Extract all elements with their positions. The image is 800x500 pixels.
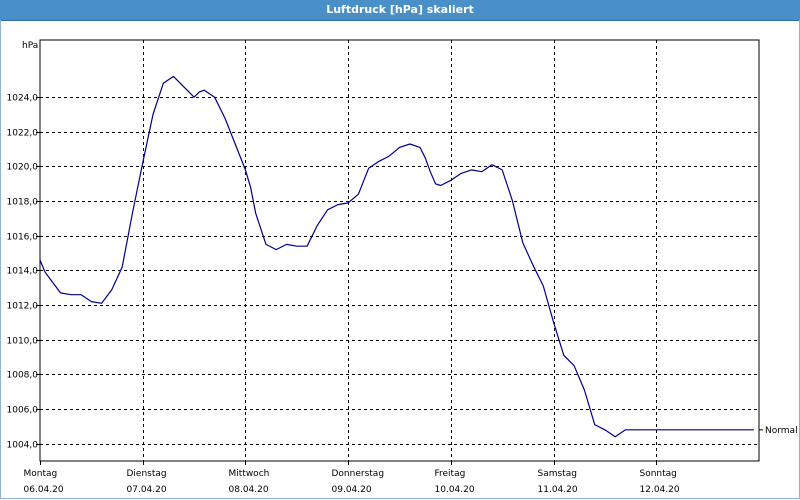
x-tick-day: Samstag <box>538 469 577 479</box>
x-tick-day: Montag <box>24 469 58 479</box>
y-tick-label: 1018,0 <box>7 198 39 208</box>
chart-title: Luftdruck [hPa] skaliert <box>0 0 800 21</box>
y-tick-label: 1016,0 <box>7 233 39 243</box>
x-tick-day: Donnerstag <box>332 469 385 479</box>
x-tick-date: 09.04.20 <box>332 485 372 495</box>
y-tick-label: 1020,0 <box>7 163 39 173</box>
x-tick-date: 07.04.20 <box>127 485 167 495</box>
y-tick-label: 1022,0 <box>7 129 39 139</box>
x-tick-day: Sonntag <box>640 469 677 479</box>
x-tick-date: 10.04.20 <box>435 485 475 495</box>
y-tick-label: 1012,0 <box>7 302 39 312</box>
y-tick-label: 1024,0 <box>7 94 39 104</box>
y-tick-label: 1010,0 <box>7 337 39 347</box>
grid <box>36 40 759 465</box>
x-tick-date: 12.04.20 <box>640 485 680 495</box>
series-line-normal <box>39 75 754 438</box>
x-tick-date: 08.04.20 <box>229 485 269 495</box>
x-tick-labels: Montag 06.04.20 Dienstag 07.04.20 Mittwoch 08… <box>24 469 680 495</box>
x-tick-date: 06.04.20 <box>24 485 64 495</box>
y-tick-label: 1008,0 <box>7 371 39 381</box>
y-tick-label: 1006,0 <box>7 406 39 416</box>
x-tick-day: Freitag <box>435 469 466 479</box>
plot-area-border <box>39 39 760 462</box>
y-tick-labels: 1004,0 1006,0 1008,0 1010,0 1012,0 1014,0 1016… <box>7 94 39 451</box>
y-tick-label: 1014,0 <box>7 267 39 277</box>
x-tick-day: Dienstag <box>127 469 167 479</box>
x-tick-date: 11.04.20 <box>538 485 578 495</box>
series-label-normal: Normal <box>765 426 798 436</box>
series-group: Normal <box>39 75 798 438</box>
y-tick-label: 1004,0 <box>7 441 39 451</box>
y-axis-label: hPa <box>22 41 38 51</box>
x-tick-day: Mittwoch <box>229 469 270 479</box>
